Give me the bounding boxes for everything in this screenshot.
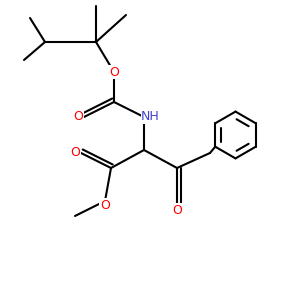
Text: O: O bbox=[109, 65, 119, 79]
Text: O: O bbox=[100, 199, 110, 212]
Text: O: O bbox=[74, 110, 83, 124]
Text: O: O bbox=[172, 203, 182, 217]
Text: NH: NH bbox=[141, 110, 160, 124]
Text: O: O bbox=[70, 146, 80, 160]
